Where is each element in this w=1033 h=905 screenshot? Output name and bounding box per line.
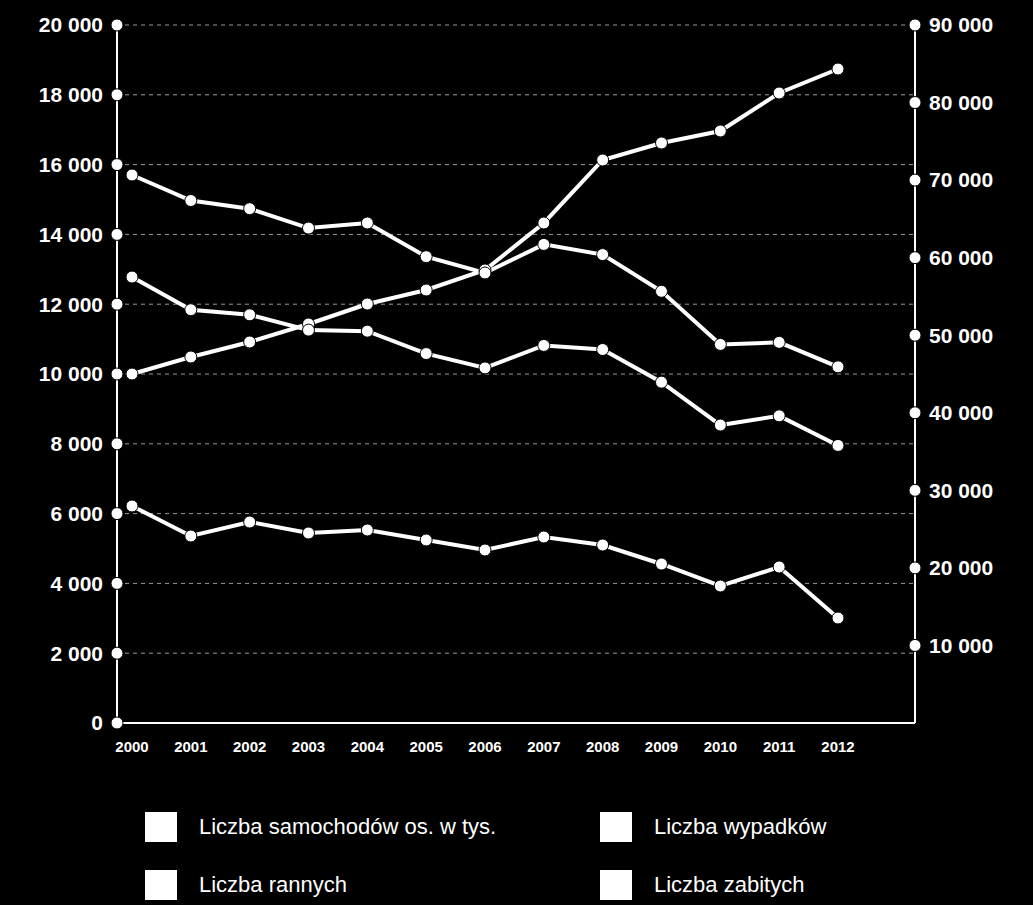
- svg-text:16 000: 16 000: [39, 153, 103, 176]
- html-text:Liczba wypadków: Liczba wypadków: [654, 814, 827, 839]
- svg-text:20 000: 20 000: [39, 13, 103, 36]
- svg-text:2011: 2011: [763, 738, 796, 755]
- svg-text:2000: 2000: [115, 738, 148, 755]
- svg-text:2005: 2005: [409, 738, 442, 755]
- svg-text:2008: 2008: [586, 738, 619, 755]
- svg-text:2003: 2003: [292, 738, 325, 755]
- svg-text:60 000: 60 000: [929, 246, 993, 269]
- html-text:Liczba samochodów os. w tys.: Liczba samochodów os. w tys.: [199, 814, 497, 839]
- svg-text:2009: 2009: [645, 738, 678, 755]
- svg-text:6 000: 6 000: [50, 502, 103, 525]
- svg-text:40 000: 40 000: [929, 401, 993, 424]
- svg-text:2 000: 2 000: [50, 642, 103, 665]
- svg-text:20 000: 20 000: [929, 556, 993, 579]
- svg-text:70 000: 70 000: [929, 168, 993, 191]
- svg-text:10 000: 10 000: [929, 634, 993, 657]
- svg-text:80 000: 80 000: [929, 91, 993, 114]
- svg-text:18 000: 18 000: [39, 83, 103, 106]
- svg-text:2001: 2001: [174, 738, 207, 755]
- svg-text:2012: 2012: [821, 738, 854, 755]
- svg-text:50 000: 50 000: [929, 324, 993, 347]
- svg-text:12 000: 12 000: [39, 293, 103, 316]
- svg-text:14 000: 14 000: [39, 223, 103, 246]
- svg-text:2004: 2004: [351, 738, 385, 755]
- html-text:Liczba rannych: Liczba rannych: [199, 872, 347, 897]
- svg-text:2010: 2010: [704, 738, 737, 755]
- html-text:Liczba zabitych: Liczba zabitych: [654, 872, 805, 897]
- svg-text:2007: 2007: [527, 738, 560, 755]
- svg-text:90 000: 90 000: [929, 13, 993, 36]
- svg-text:30 000: 30 000: [929, 479, 993, 502]
- svg-text:10 000: 10 000: [39, 362, 103, 385]
- svg-text:8 000: 8 000: [50, 432, 103, 455]
- svg-text:2002: 2002: [233, 738, 266, 755]
- svg-text:4 000: 4 000: [50, 572, 103, 595]
- svg-text:0: 0: [91, 711, 103, 734]
- svg-text:2006: 2006: [468, 738, 501, 755]
